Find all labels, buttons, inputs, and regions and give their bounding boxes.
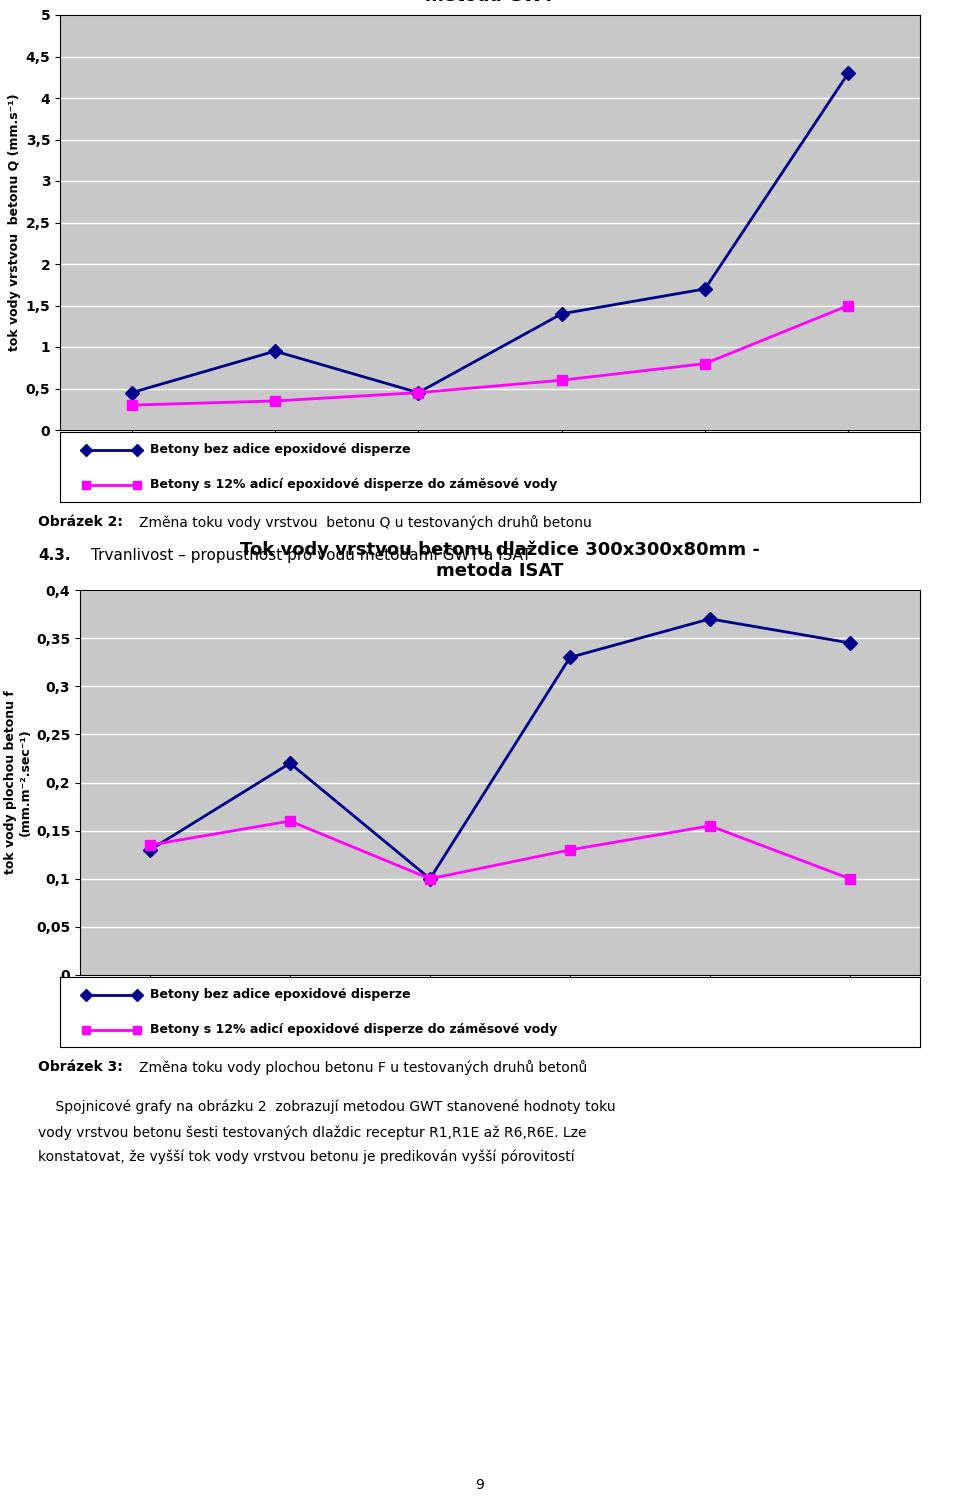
Text: Betony s 12% adicí epoxidové disperze do záměsové vody: Betony s 12% adicí epoxidové disperze do…: [151, 479, 558, 491]
Text: Betony bez adice epoxidové disperze: Betony bez adice epoxidové disperze: [151, 987, 411, 1001]
Title: Tok vody vrstvou betonu dlaždice 300x300x80mm -
metoda GWT: Tok vody vrstvou betonu dlaždice 300x300…: [230, 0, 750, 4]
Text: vody vrstvou betonu šesti testovaných dlaždic receptur R1,R1E až R6,R6E. Lze: vody vrstvou betonu šesti testovaných dl…: [38, 1125, 587, 1140]
Text: Obrázek 3:: Obrázek 3:: [38, 1061, 123, 1074]
Text: konstatovat, že vyšší tok vody vrstvou betonu je predikován vyšší pórovitostí: konstatovat, že vyšší tok vody vrstvou b…: [38, 1150, 575, 1164]
Text: 9: 9: [475, 1478, 485, 1492]
Text: Obrázek 2:: Obrázek 2:: [38, 515, 123, 530]
Text: Změna toku vody vrstvou  betonu Q u testovaných druhů betonu: Změna toku vody vrstvou betonu Q u testo…: [139, 515, 592, 530]
Text: Spojnicové grafy na obrázku 2  zobrazují metodou GWT stanovené hodnoty toku: Spojnicové grafy na obrázku 2 zobrazují …: [38, 1100, 616, 1115]
Title: Tok vody vrstvou betonu dlaždice 300x300x80mm -
metoda ISAT: Tok vody vrstvou betonu dlaždice 300x300…: [240, 542, 760, 580]
Text: Změna toku vody plochou betonu F u testovaných druhů betonů: Změna toku vody plochou betonu F u testo…: [139, 1061, 588, 1076]
Text: Betony bez adice epoxidové disperze: Betony bez adice epoxidové disperze: [151, 443, 411, 456]
Y-axis label: tok vody plochou betonu f
(mm.m⁻².sec⁻¹): tok vody plochou betonu f (mm.m⁻².sec⁻¹): [4, 691, 32, 875]
Text: Betony s 12% adicí epoxidové disperze do záměsové vody: Betony s 12% adicí epoxidové disperze do…: [151, 1023, 558, 1037]
Text: Trvanlivost – propustnost pro vodu metodami GWT a ISAT: Trvanlivost – propustnost pro vodu metod…: [91, 548, 532, 562]
Text: 4.3.: 4.3.: [38, 548, 71, 562]
Y-axis label: tok vody vrstvou  betonu Q (mm.s⁻¹): tok vody vrstvou betonu Q (mm.s⁻¹): [9, 94, 21, 352]
